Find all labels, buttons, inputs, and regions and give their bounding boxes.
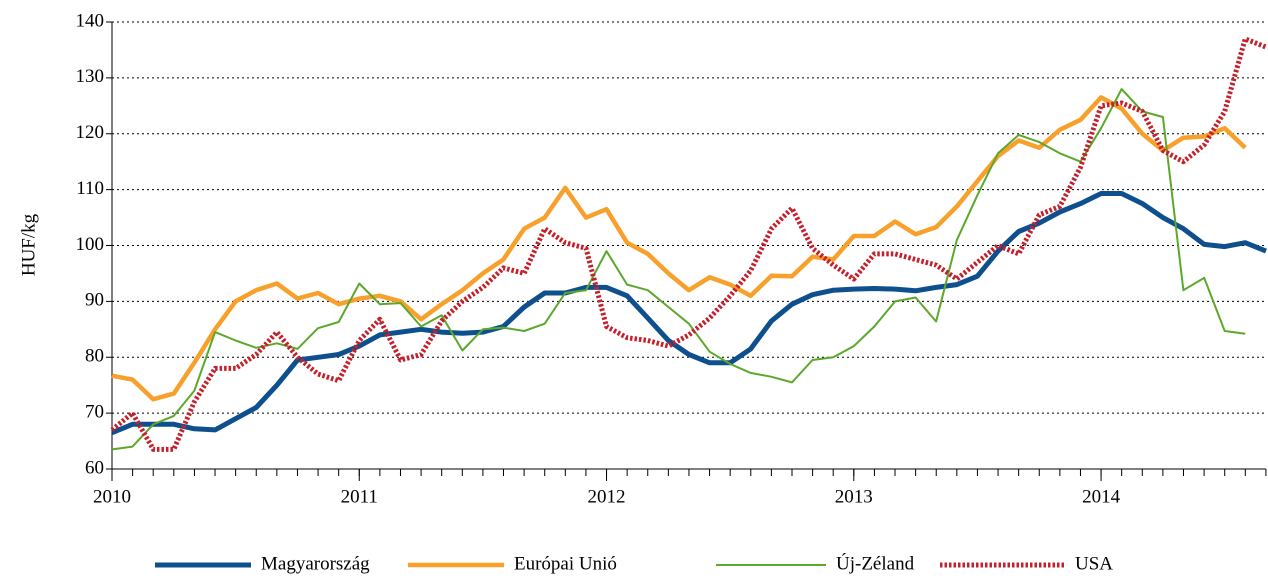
y-tick-label: 80 — [85, 346, 104, 367]
y-tick-label: 100 — [76, 234, 105, 255]
series-line — [111, 95, 1247, 402]
y-tick-label: 130 — [76, 66, 105, 87]
series-line — [111, 191, 1267, 436]
x-tick-label: 2012 — [588, 486, 626, 507]
y-tick-label: 60 — [85, 457, 104, 478]
y-tick-label: 90 — [85, 290, 104, 311]
y-tick-label: 70 — [85, 401, 104, 422]
x-tick-label: 2014 — [1082, 486, 1121, 507]
legend-label: USA — [1075, 553, 1113, 574]
legend-label: Új-Zéland — [836, 552, 915, 574]
y-tick-label: 110 — [76, 178, 104, 199]
series-line — [111, 88, 1246, 451]
legend-label: Európai Unió — [514, 553, 617, 574]
x-tick-label: 2010 — [93, 486, 131, 507]
y-tick-label: 120 — [76, 122, 105, 143]
legend-label: Magyarország — [261, 553, 370, 574]
x-tick-label: 2013 — [835, 486, 873, 507]
x-tick-label: 2011 — [341, 486, 378, 507]
y-tick-label: 140 — [76, 10, 105, 31]
series-line — [110, 36, 1267, 452]
y-axis-label: HUF/kg — [18, 213, 39, 276]
